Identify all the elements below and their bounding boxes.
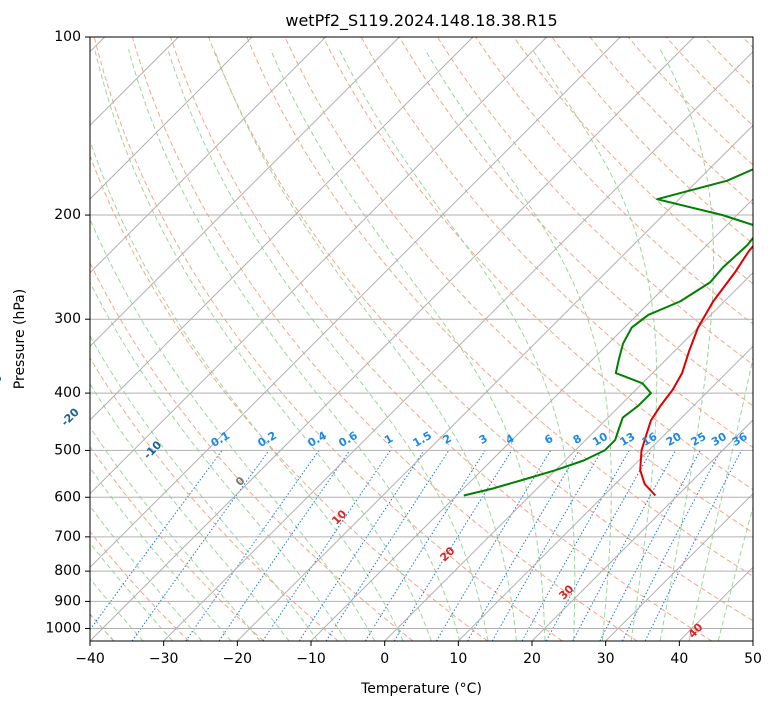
mixing-ratio-line	[435, 450, 552, 641]
x-tick-label: 40	[670, 651, 688, 667]
moist-adiabat-line	[94, 49, 432, 641]
x-tick-label: −10	[296, 651, 326, 667]
moist-adiabat-line	[213, 49, 517, 641]
dry-adiabat-line	[131, 37, 638, 641]
isotherm-line	[457, 345, 753, 641]
y-tick-label: 700	[54, 529, 81, 545]
mixing-ratio-line	[521, 450, 630, 641]
y-tick-label: 900	[54, 593, 81, 609]
dry-adiabat-line	[208, 37, 753, 622]
moist-adiabat-line	[270, 49, 546, 641]
mixing-ratio-line	[621, 450, 722, 641]
dry-adiabat-line	[90, 357, 339, 641]
y-tick-label: 800	[54, 563, 81, 579]
mixing-ratio-line	[325, 450, 450, 641]
dry-adiabat-line	[246, 37, 753, 577]
moist-adiabat-line	[90, 217, 376, 641]
x-axis-title: Temperature (°C)	[360, 681, 482, 697]
isotherm-line	[90, 37, 474, 421]
isotherm-line	[605, 492, 753, 641]
isotherm-line	[310, 198, 753, 641]
mixing-ratio-line	[185, 450, 320, 641]
isotherm-line	[236, 124, 753, 641]
moist-adiabat-line	[90, 382, 290, 641]
dry-adiabat-line	[436, 37, 753, 366]
mixing-ratio-line	[131, 450, 270, 641]
x-tick-label: −30	[149, 651, 179, 667]
isotherm-line	[90, 37, 253, 200]
isotherm-line	[90, 37, 621, 569]
dry-adiabat-line	[90, 530, 190, 641]
mixing-ratio-line	[572, 450, 676, 641]
mixing-ratio-line	[644, 450, 742, 641]
chart-title: wetPf2_S119.2024.148.18.38.R15	[285, 11, 557, 31]
dry-adiabat-line	[90, 445, 264, 641]
x-tick-label: 30	[597, 651, 615, 667]
dry-adiabat-line	[284, 37, 753, 534]
isotherm-line	[90, 37, 548, 495]
y-tick-label: 200	[54, 207, 81, 223]
moist-adiabat-line	[424, 49, 612, 641]
moist-adiabat-line	[90, 138, 404, 641]
isotherm-line	[90, 37, 327, 274]
mixing-ratio-line	[599, 450, 701, 641]
isotherm-line	[163, 50, 753, 641]
isotherm-line	[90, 37, 695, 641]
isotherm-line	[90, 37, 400, 348]
plot-frame	[89, 36, 754, 642]
x-tick-label: −20	[223, 651, 253, 667]
mixing-ratio-line	[545, 450, 652, 641]
moist-adiabat-line	[90, 467, 232, 641]
mixing-ratio-line	[90, 450, 223, 631]
dry-adiabat-line	[322, 37, 753, 491]
dry-adiabat-line	[170, 37, 712, 641]
x-tick-label: 50	[744, 651, 762, 667]
moist-adiabat-line	[688, 355, 753, 641]
x-tick-label: 20	[523, 651, 541, 667]
mixing-ratio-line	[218, 450, 351, 641]
dry-adiabat-line	[513, 37, 753, 285]
mixing-ratio-line	[393, 450, 513, 641]
y-tick-label: 600	[54, 489, 81, 505]
y-tick-label: 500	[54, 442, 81, 458]
dewpoint-profile-line	[463, 168, 753, 497]
dry-adiabat-line	[360, 37, 753, 449]
y-tick-label: 1000	[45, 620, 81, 636]
moist-adiabat-line	[90, 281, 347, 641]
x-tick-label: 0	[380, 651, 389, 667]
y-tick-label: 400	[54, 385, 81, 401]
mixing-ratio-line	[364, 450, 486, 641]
x-tick-label: −40	[75, 651, 105, 667]
isotherm-line	[531, 419, 753, 641]
mixing-ratio-line	[262, 450, 391, 641]
y-tick-label: 100	[54, 29, 81, 45]
moist-adiabat-line	[90, 335, 319, 641]
isotherm-line	[384, 271, 753, 641]
dry-adiabat-line	[90, 154, 488, 641]
temperature-profile-line	[639, 244, 753, 497]
mixing-ratio-line	[298, 450, 425, 641]
dry-adiabat-line	[93, 37, 563, 641]
x-tick-label: 10	[449, 651, 467, 667]
y-axis-title: Pressure (hPa)	[12, 289, 28, 389]
y-tick-label: 300	[54, 311, 81, 327]
